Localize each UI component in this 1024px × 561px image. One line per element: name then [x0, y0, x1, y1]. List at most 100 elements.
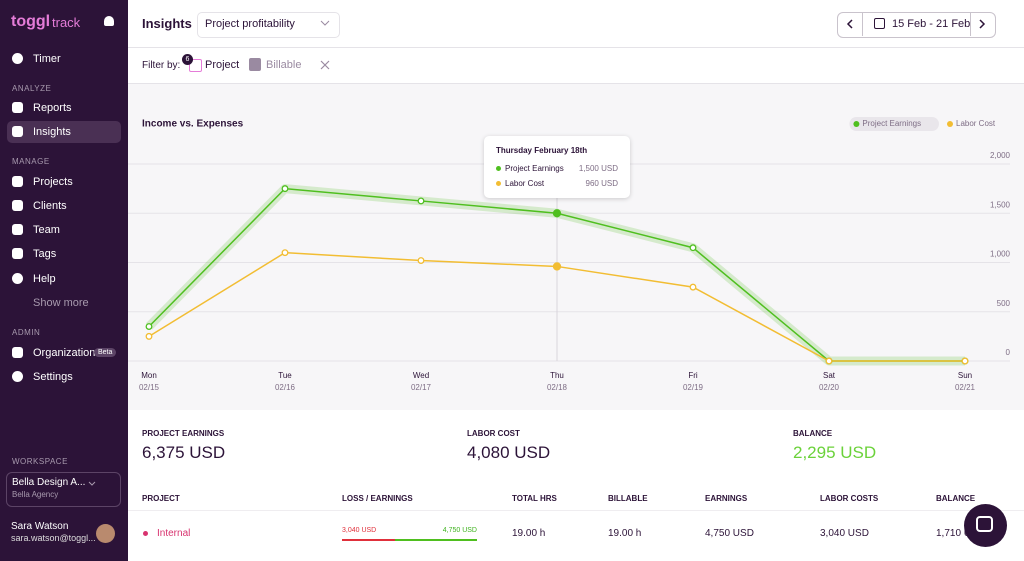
tooltip-name: Labor Cost [505, 179, 545, 188]
bell-icon[interactable] [104, 16, 114, 26]
nav-item[interactable]: Settings [33, 371, 73, 383]
table-cell: 1,710 USD [936, 528, 985, 539]
date-picker[interactable] [837, 12, 996, 38]
filter-project[interactable]: Project [205, 59, 240, 71]
summary-label: BALANCE [793, 429, 833, 438]
user-name: Sara Watson [11, 521, 69, 532]
table-header[interactable]: PROJECT [142, 494, 180, 503]
x-tick-date: 02/21 [955, 383, 976, 392]
project-name[interactable]: Internal [157, 528, 191, 539]
loss-label: 3,040 USD [342, 527, 377, 534]
table-header[interactable]: LOSS / EARNINGS [342, 494, 413, 503]
date-range: 15 Feb - 21 Feb [892, 18, 971, 30]
active-highlight [7, 121, 121, 143]
legend-label: Project Earnings [862, 119, 921, 128]
x-tick-date: 02/17 [411, 383, 432, 392]
clear-filter[interactable] [320, 60, 330, 70]
x-tick-label: Fri [688, 371, 698, 380]
legend-swatch [947, 121, 953, 127]
sidebar: toggl track Timer ANALYZE Reports Insigh… [0, 0, 128, 561]
nav-item[interactable]: Help [33, 273, 56, 285]
filter-label: Filter by: [142, 60, 181, 71]
nav-icon [12, 176, 23, 187]
table-header[interactable]: TOTAL HRS [512, 494, 557, 503]
nav-icon [12, 224, 23, 235]
data-point [825, 357, 833, 365]
report-dropdown[interactable] [197, 12, 340, 38]
x-tick-date: 02/15 [139, 383, 160, 392]
legend-highlight [849, 117, 939, 131]
nav-item[interactable]: Reports [33, 102, 72, 114]
nav-item[interactable]: Organization [33, 347, 96, 359]
table-header[interactable]: EARNINGS [705, 494, 748, 503]
nav-item[interactable]: Team [33, 224, 60, 236]
workspace-name: Bella Design A... [12, 477, 86, 488]
logo-sub: track [52, 15, 81, 30]
table-cell: 4,750 USD [705, 528, 754, 539]
x-tick-date: 02/19 [683, 383, 704, 392]
data-point [417, 257, 425, 264]
tooltip-value: 960 USD [585, 179, 618, 188]
workspace-switcher[interactable] [6, 472, 121, 507]
section-title: WORKSPACE [12, 457, 68, 466]
data-point [961, 357, 969, 365]
data-point [417, 197, 425, 205]
report-name: Project profitability [205, 18, 295, 30]
data-point [689, 283, 697, 291]
table-header-rule [128, 510, 1024, 511]
show-more[interactable]: Show more [33, 297, 89, 309]
avatar[interactable] [96, 524, 115, 543]
x-tick-date: 02/18 [547, 383, 568, 392]
tooltip-name: Project Earnings [505, 164, 564, 173]
next-week[interactable] [979, 19, 986, 29]
summary-value: 2,295 USD [793, 443, 877, 462]
nav-item[interactable]: Insights [33, 126, 71, 138]
chart: Income vs. Expenses 0 500 1,000 1,500 2,000 M… [128, 117, 1011, 392]
tooltip-title: Thursday February 18th [496, 146, 588, 155]
legend-label: Labor Cost [956, 119, 996, 128]
nav-item[interactable]: Clients [33, 200, 67, 212]
data-point [552, 209, 562, 218]
summary-label: PROJECT EARNINGS [142, 429, 225, 438]
y-tick-label: 1,000 [990, 250, 1011, 259]
prev-week[interactable] [846, 19, 853, 29]
earnings-label: 4,750 USD [442, 527, 477, 534]
chat-button[interactable] [964, 504, 1007, 547]
workspace-caret [88, 481, 96, 486]
x-tick-date: 02/20 [819, 383, 840, 392]
chat-icon [976, 516, 993, 532]
filter-bar [128, 48, 1024, 84]
date-divider [862, 12, 971, 36]
data-point [145, 332, 153, 340]
tooltip-swatch [496, 166, 501, 171]
project-dot [143, 531, 148, 536]
table-cell: 19.00 h [512, 528, 546, 539]
nav-icon [12, 248, 23, 259]
summary-value: 4,080 USD [467, 443, 551, 462]
nav-item[interactable]: Projects [33, 176, 73, 188]
chart-title: Income vs. Expenses [142, 119, 244, 130]
logo[interactable]: toggl [11, 13, 51, 30]
table-header[interactable]: LABOR COSTS [820, 494, 879, 503]
table-header[interactable]: BALANCE [936, 494, 976, 503]
nav-item[interactable]: Tags [33, 248, 57, 260]
y-tick-label: 1,500 [990, 200, 1011, 209]
data-point [552, 262, 562, 271]
table-header[interactable]: BILLABLE [608, 494, 648, 503]
timer-icon [12, 53, 23, 64]
summary-label: LABOR COST [467, 429, 520, 438]
nav-icon [12, 347, 23, 358]
filter-billable[interactable]: Billable [266, 59, 302, 71]
section-title: MANAGE [12, 157, 50, 166]
filter-count: 6 [182, 54, 193, 65]
user-email: sara.watson@toggl... [11, 533, 96, 543]
tooltip-value: 1,500 USD [578, 164, 618, 173]
nav-item[interactable]: Timer [33, 53, 61, 65]
x-tick-label: Thu [550, 371, 564, 380]
nav-icon [12, 371, 23, 382]
nav-icon [12, 273, 23, 284]
calendar-icon [874, 18, 885, 29]
data-point [281, 185, 289, 193]
tooltip-swatch [496, 181, 501, 186]
